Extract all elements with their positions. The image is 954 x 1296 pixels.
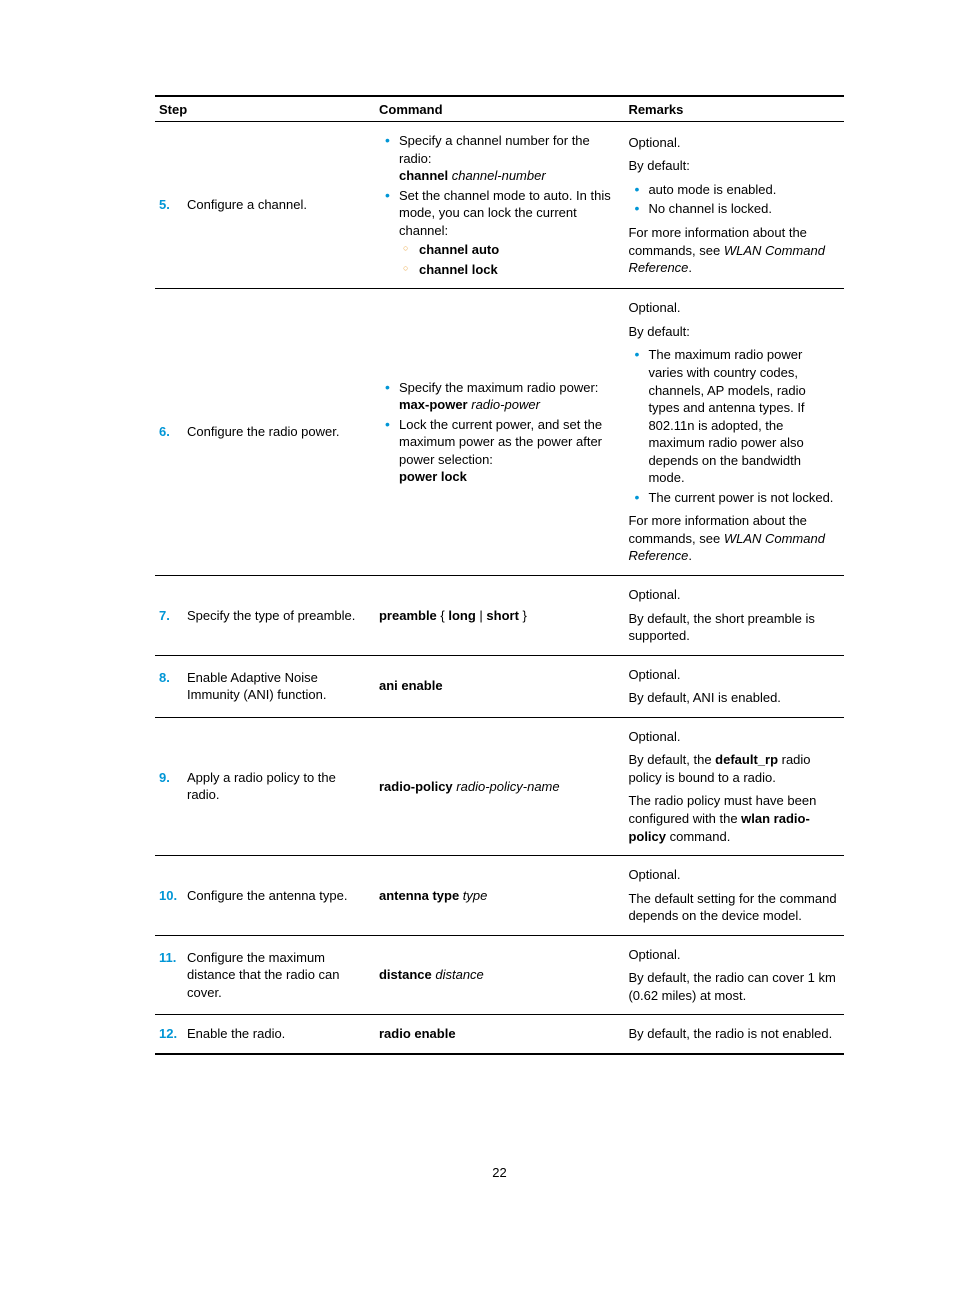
step-cell: 9.Apply a radio policy to the radio. (155, 717, 375, 855)
table-row: 10.Configure the antenna type.antenna ty… (155, 856, 844, 936)
step-number: 7. (159, 607, 187, 625)
command-cell: ani enable (375, 655, 624, 717)
document-page: Step Command Remarks 5.Configure a chann… (0, 0, 954, 1220)
step-cell: 7.Specify the type of preamble. (155, 576, 375, 656)
step-description: Configure a channel. (187, 196, 367, 214)
step-description: Configure the radio power. (187, 423, 367, 441)
step-cell: 10.Configure the antenna type. (155, 856, 375, 936)
table-row: 8.Enable Adaptive Noise Immunity (ANI) f… (155, 655, 844, 717)
config-steps-table: Step Command Remarks 5.Configure a chann… (155, 95, 844, 1055)
step-description: Configure the maximum distance that the … (187, 949, 367, 1002)
remarks-cell: Optional.By default, the radio can cover… (624, 935, 844, 1015)
command-cell: distance distance (375, 935, 624, 1015)
step-number: 9. (159, 769, 187, 787)
step-description: Enable Adaptive Noise Immunity (ANI) fun… (187, 669, 367, 704)
step-number: 10. (159, 887, 187, 905)
table-row: 6.Configure the radio power.Specify the … (155, 289, 844, 576)
page-number: 22 (155, 1165, 844, 1180)
command-cell: radio-policy radio-policy-name (375, 717, 624, 855)
table-row: 12.Enable the radio.radio enableBy defau… (155, 1015, 844, 1054)
step-number: 12. (159, 1025, 187, 1043)
step-number: 8. (159, 669, 187, 687)
step-cell: 6.Configure the radio power. (155, 289, 375, 576)
remarks-cell: Optional.By default, the default_rp radi… (624, 717, 844, 855)
command-cell: Specify a channel number for the radio:c… (375, 122, 624, 289)
step-description: Enable the radio. (187, 1025, 367, 1043)
table-row: 7.Specify the type of preamble.preamble … (155, 576, 844, 656)
step-description: Configure the antenna type. (187, 887, 367, 905)
remarks-cell: By default, the radio is not enabled. (624, 1015, 844, 1054)
remarks-cell: Optional.By default, the short preamble … (624, 576, 844, 656)
table-row: 5.Configure a channel.Specify a channel … (155, 122, 844, 289)
remarks-cell: Optional.The default setting for the com… (624, 856, 844, 936)
header-remarks: Remarks (624, 96, 844, 122)
command-cell: radio enable (375, 1015, 624, 1054)
step-number: 6. (159, 423, 187, 441)
table-row: 9.Apply a radio policy to the radio.radi… (155, 717, 844, 855)
step-cell: 5.Configure a channel. (155, 122, 375, 289)
command-cell: Specify the maximum radio power:max-powe… (375, 289, 624, 576)
step-description: Specify the type of preamble. (187, 607, 367, 625)
step-description: Apply a radio policy to the radio. (187, 769, 367, 804)
table-row: 11.Configure the maximum distance that t… (155, 935, 844, 1015)
step-number: 5. (159, 196, 187, 214)
remarks-cell: Optional.By default, ANI is enabled. (624, 655, 844, 717)
header-command: Command (375, 96, 624, 122)
step-cell: 11.Configure the maximum distance that t… (155, 935, 375, 1015)
remarks-cell: Optional.By default:The maximum radio po… (624, 289, 844, 576)
step-cell: 8.Enable Adaptive Noise Immunity (ANI) f… (155, 655, 375, 717)
step-number: 11. (159, 949, 187, 967)
header-step: Step (155, 96, 375, 122)
step-cell: 12.Enable the radio. (155, 1015, 375, 1054)
remarks-cell: Optional.By default:auto mode is enabled… (624, 122, 844, 289)
command-cell: antenna type type (375, 856, 624, 936)
command-cell: preamble { long | short } (375, 576, 624, 656)
table-header-row: Step Command Remarks (155, 96, 844, 122)
